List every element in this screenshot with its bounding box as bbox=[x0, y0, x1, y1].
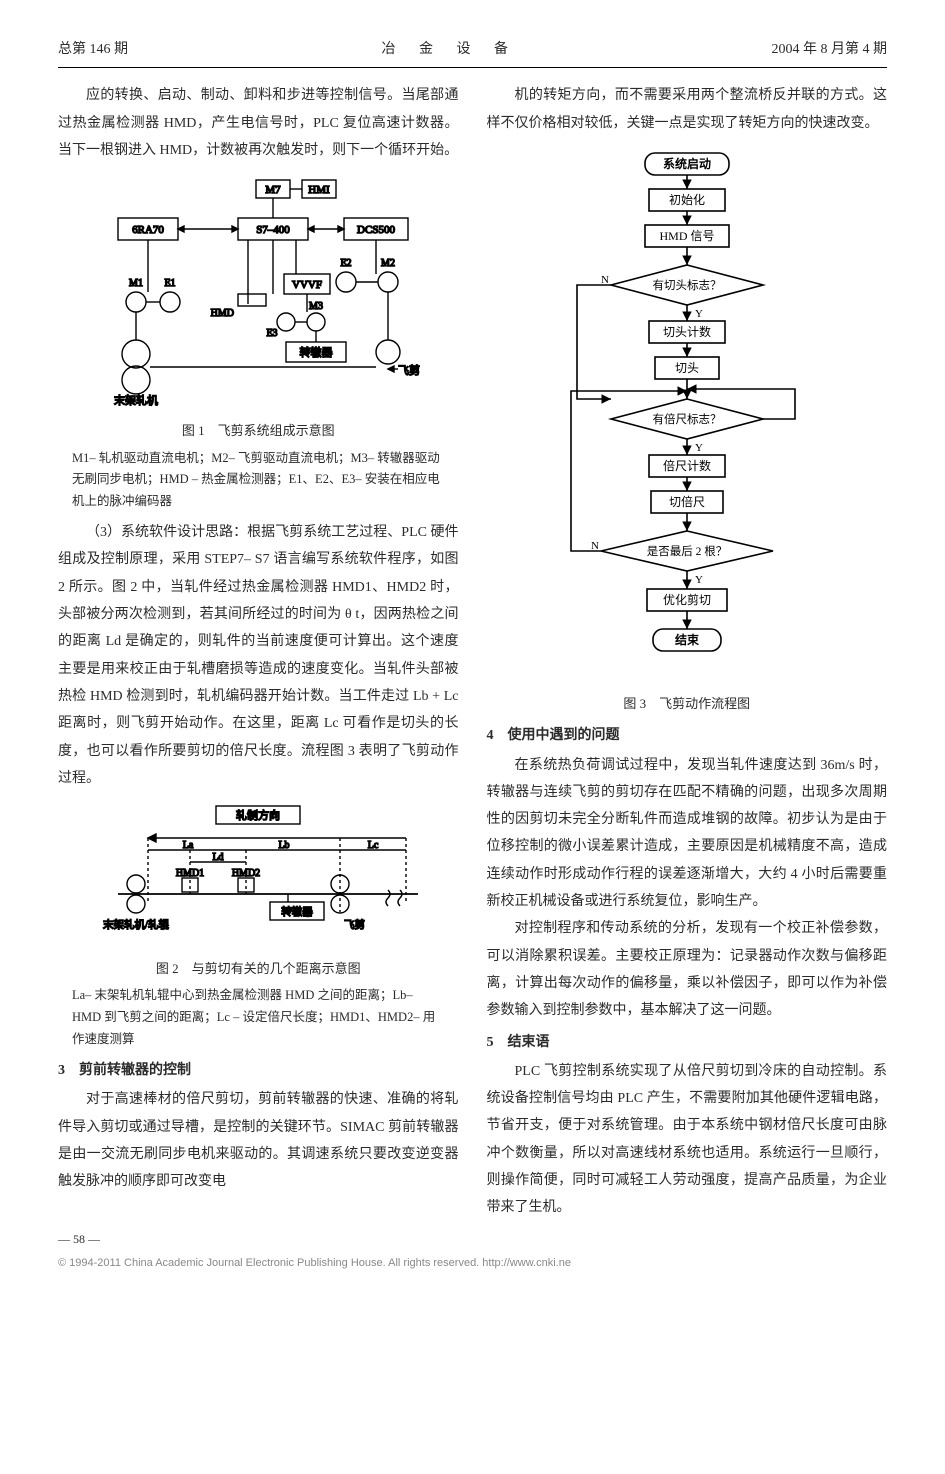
svg-text:有切头标志？: 有切头标志？ bbox=[652, 278, 721, 292]
svg-text:切头: 切头 bbox=[675, 361, 699, 375]
fig2-caption: 图 2 与剪切有关的几个距离示意图 bbox=[58, 956, 459, 981]
para: 机的转矩方向，而不需要采用两个整流桥反并联的方式。这样不仅价格相对较低，关键一点… bbox=[487, 82, 888, 137]
cnki-footer: © 1994-2011 China Academic Journal Elect… bbox=[58, 1253, 887, 1274]
svg-text:M3: M3 bbox=[309, 301, 323, 312]
svg-text:HMD1: HMD1 bbox=[176, 868, 204, 879]
svg-text:切头计数: 切头计数 bbox=[663, 324, 711, 339]
h3: 3 剪前转辙器的控制 bbox=[58, 1057, 459, 1084]
fig1-caption: 图 1 飞剪系统组成示意图 bbox=[58, 418, 459, 443]
svg-text:飞剪: 飞剪 bbox=[398, 363, 420, 377]
para: PLC 飞剪控制系统实现了从倍尺剪切到冷床的自动控制。系统设备控制信号均由 PL… bbox=[487, 1058, 888, 1222]
figure-1: M7 HMI 6RA70 S7–400 DCS500 M1 bbox=[58, 174, 459, 513]
svg-text:末架轧机/轧辊: 末架轧机/轧辊 bbox=[103, 918, 169, 931]
journal-title: 冶 金 设 备 bbox=[382, 36, 519, 63]
svg-text:E3: E3 bbox=[267, 328, 278, 339]
svg-text:S7–400: S7–400 bbox=[256, 224, 290, 236]
issue-date: 2004 年 8 月第 4 期 bbox=[772, 36, 888, 63]
svg-text:Y: Y bbox=[695, 574, 703, 586]
svg-text:M1: M1 bbox=[129, 278, 143, 289]
issue-no: 总第 146 期 bbox=[58, 36, 128, 63]
svg-text:DCS500: DCS500 bbox=[357, 224, 395, 236]
svg-text:末架轧机: 末架轧机 bbox=[114, 393, 158, 407]
svg-text:HMD: HMD bbox=[211, 308, 234, 319]
svg-text:6RA70: 6RA70 bbox=[132, 224, 164, 236]
svg-text:VVVF: VVVF bbox=[292, 279, 322, 291]
svg-text:初始化: 初始化 bbox=[669, 193, 705, 207]
svg-text:HMD2: HMD2 bbox=[232, 868, 260, 879]
svg-text:切倍尺: 切倍尺 bbox=[669, 494, 705, 509]
running-head: 总第 146 期 冶 金 设 备 2004 年 8 月第 4 期 bbox=[58, 36, 887, 68]
para: 对于高速棒材的倍尺剪切，剪前转辙器的快速、准确的将轧件导入剪切或通过导槽，是控制… bbox=[58, 1086, 459, 1195]
svg-text:Y: Y bbox=[695, 308, 703, 320]
svg-text:飞剪: 飞剪 bbox=[344, 918, 365, 931]
svg-text:结束: 结束 bbox=[675, 632, 700, 647]
fig3-caption: 图 3 飞剪动作流程图 bbox=[487, 691, 888, 716]
svg-text:M2: M2 bbox=[381, 258, 395, 269]
para: 应的转换、启动、制动、卸料和步进等控制信号。当尾部通过热金属检测器 HMD，产生… bbox=[58, 82, 459, 164]
svg-text:系统启动: 系统启动 bbox=[663, 156, 711, 171]
svg-text:HMI: HMI bbox=[309, 184, 331, 196]
svg-text:E1: E1 bbox=[165, 278, 176, 289]
page-number: — 58 — bbox=[58, 1228, 887, 1251]
fig1-svg: M7 HMI 6RA70 S7–400 DCS500 M1 bbox=[88, 174, 428, 414]
figure-2: 轧制方向 La Lb Lc Ld 末 bbox=[58, 802, 459, 1051]
svg-text:La: La bbox=[183, 840, 194, 851]
svg-text:HMD 信号: HMD 信号 bbox=[659, 229, 714, 243]
fig2-svg: 轧制方向 La Lb Lc Ld 末 bbox=[88, 802, 428, 952]
svg-text:倍尺计数: 倍尺计数 bbox=[663, 458, 711, 473]
svg-text:转辙器: 转辙器 bbox=[282, 905, 314, 918]
figure-3: 系统启动 初始化 HMD 信号 有切头标志？ N Y 切头计数 切头 bbox=[487, 147, 888, 716]
svg-text:转辙器: 转辙器 bbox=[300, 345, 333, 359]
fig3-svg: 系统启动 初始化 HMD 信号 有切头标志？ N Y 切头计数 切头 bbox=[537, 147, 837, 687]
svg-text:Lc: Lc bbox=[368, 840, 379, 851]
svg-text:E2: E2 bbox=[341, 258, 352, 269]
svg-text:有倍尺标志？: 有倍尺标志？ bbox=[652, 412, 721, 426]
h4: 4 使用中遇到的问题 bbox=[487, 722, 888, 749]
para: （3）系统软件设计思路：根据飞剪系统工艺过程、PLC 硬件组成及控制原理，采用 … bbox=[58, 519, 459, 792]
para: 在系统热负荷调试过程中，发现当轧件速度达到 36m/s 时，转辙器与连续飞剪的剪… bbox=[487, 752, 888, 916]
svg-text:Ld: Ld bbox=[213, 852, 224, 863]
h5: 5 结束语 bbox=[487, 1029, 888, 1056]
svg-text:是否最后 2 根？: 是否最后 2 根？ bbox=[647, 544, 728, 558]
svg-text:Lb: Lb bbox=[279, 840, 290, 851]
svg-text:M7: M7 bbox=[266, 184, 282, 196]
body-columns: 应的转换、启动、制动、卸料和步进等控制信号。当尾部通过热金属检测器 HMD，产生… bbox=[58, 82, 887, 1221]
fig2-notes: La– 末架轧机轧辊中心到热金属检测器 HMD 之间的距离；Lb– HMD 到飞… bbox=[72, 985, 445, 1051]
svg-text:Y: Y bbox=[695, 442, 703, 454]
svg-text:优化剪切: 优化剪切 bbox=[663, 592, 711, 607]
fig1-notes: M1– 轧机驱动直流电机；M2– 飞剪驱动直流电机；M3– 转辙器驱动无刷同步电… bbox=[72, 448, 445, 514]
svg-text:轧制方向: 轧制方向 bbox=[236, 808, 280, 822]
para: 对控制程序和传动系统的分析，发现有一个校正补偿参数，可以消除累积误差。主要校正原… bbox=[487, 915, 888, 1024]
